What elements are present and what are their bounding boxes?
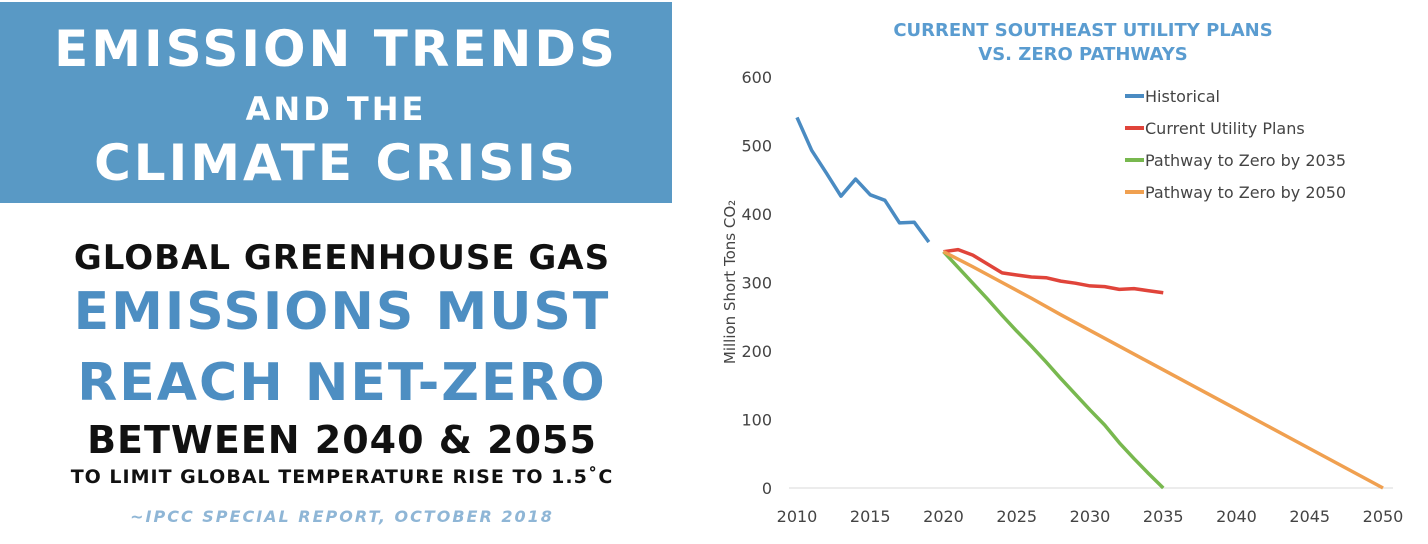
banner-line-1: EMISSION TRENDS: [54, 20, 618, 78]
message-line-4: BETWEEN 2040 & 2055: [87, 418, 597, 462]
x-tick-label: 2045: [1289, 507, 1330, 526]
y-tick-label: 400: [741, 205, 772, 224]
series-line-historical: [795, 116, 931, 244]
emissions-chart: CURRENT SOUTHEAST UTILITY PLANS VS. ZERO …: [721, 20, 1404, 526]
x-tick-label: 2035: [1143, 507, 1184, 526]
legend-label: Current Utility Plans: [1145, 119, 1305, 138]
series-line-pathway-to-zero-by-2035: [942, 250, 1165, 490]
chart-title: VS. ZERO PATHWAYS: [978, 44, 1187, 65]
message-line-1: GLOBAL GREENHOUSE GAS: [73, 238, 611, 278]
y-tick-label: 500: [741, 137, 772, 156]
x-tick-label: 2015: [850, 507, 891, 526]
series-line-pathway-to-zero-by-2050: [942, 250, 1384, 490]
message-line-5: TO LIMIT GLOBAL TEMPERATURE RISE TO 1.5˚…: [70, 466, 614, 488]
legend-label: Pathway to Zero by 2035: [1145, 151, 1346, 170]
series-line-current-utility-plans: [943, 247, 1164, 295]
x-tick-label: 2030: [1070, 507, 1111, 526]
banner-line-2: AND THE: [245, 90, 427, 128]
title-banner: EMISSION TRENDS AND THE CLIMATE CRISIS: [0, 2, 672, 203]
y-tick-label: 100: [741, 411, 772, 430]
x-tick-label: 2040: [1216, 507, 1257, 526]
source-citation: ~IPCC SPECIAL REPORT, OCTOBER 2018: [130, 507, 554, 526]
y-tick-label: 300: [741, 274, 772, 293]
x-tick-label: 2025: [996, 507, 1037, 526]
legend-label: Pathway to Zero by 2050: [1145, 183, 1346, 202]
chart-title: CURRENT SOUTHEAST UTILITY PLANS: [893, 20, 1272, 41]
y-tick-label: 600: [741, 68, 772, 87]
message-line-3: REACH NET-ZERO: [77, 353, 607, 413]
x-tick-label: 2050: [1363, 507, 1404, 526]
message-line-2: EMISSIONS MUST: [73, 282, 611, 342]
x-tick-label: 2010: [777, 507, 818, 526]
x-tick-label: 2020: [923, 507, 964, 526]
banner-line-3: CLIMATE CRISIS: [94, 134, 578, 192]
y-axis-label: Million Short Tons CO₂: [721, 200, 739, 364]
legend-label: Historical: [1145, 87, 1220, 106]
y-tick-label: 200: [741, 342, 772, 361]
y-tick-label: 0: [762, 479, 772, 498]
